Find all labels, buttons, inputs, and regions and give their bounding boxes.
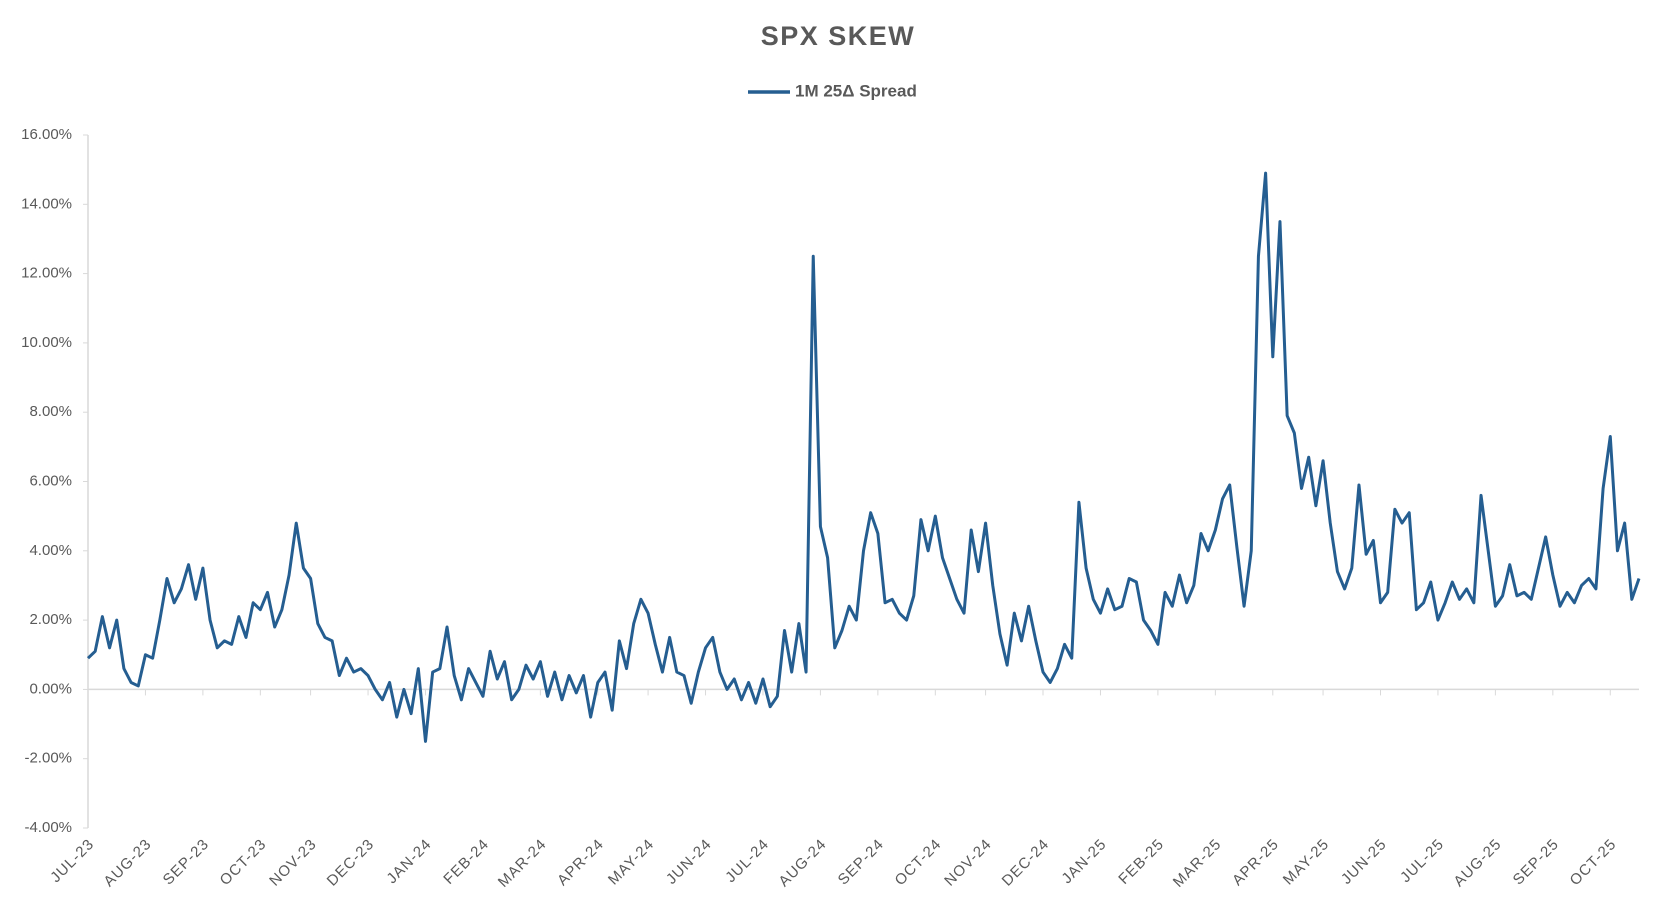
x-tick-label: DEC-23 [324,836,378,890]
y-tick-label: 4.00% [29,542,72,559]
x-tick-label: AUG-23 [100,836,155,891]
x-tick-label: OCT-23 [217,836,270,889]
x-tick-label: JUL-23 [47,836,97,886]
x-tick-label: OCT-25 [1567,836,1620,889]
y-tick-label: 0.00% [29,680,72,697]
x-tick-label: JUL-25 [1397,836,1447,886]
x-tick-label: MAY-25 [1280,836,1333,889]
y-tick-label: 16.00% [21,126,72,143]
x-tick-label: SEP-23 [160,836,213,889]
x-tick-label: OCT-24 [892,836,945,889]
x-tick-label: FEB-25 [1115,836,1167,888]
x-tick-label: NOV-24 [941,836,995,890]
series-line [86,171,1641,743]
x-tick-label: FEB-24 [440,836,492,888]
x-tick-label: AUG-24 [775,836,830,891]
y-tick-label: 8.00% [29,403,72,420]
chart-title: SPX SKEW [761,21,916,51]
x-tick-label: SEP-25 [1510,836,1563,889]
y-tick-label: 6.00% [29,472,72,489]
y-tick-label: 2.00% [29,611,72,628]
x-tick-label: DEC-24 [999,836,1053,890]
y-tick-label: 10.00% [21,334,72,351]
x-tick-label: AUG-25 [1450,836,1505,891]
x-tick-label: APR-24 [554,836,607,889]
y-tick-label: -4.00% [24,819,72,836]
x-tick-label: MAY-24 [605,836,658,889]
x-tick-label: JUN-25 [1338,836,1390,888]
x-tick-label: JUL-24 [722,836,772,886]
x-tick-label: NOV-23 [266,836,320,890]
y-tick-label: -2.00% [24,750,72,767]
x-tick-label: SEP-24 [835,836,888,889]
y-tick-label: 14.00% [21,195,72,212]
x-tick-label: JAN-24 [383,836,435,888]
x-tick-label: JAN-25 [1058,836,1110,888]
x-tick-label: JUN-24 [663,836,715,888]
x-tick-label: APR-25 [1229,836,1282,889]
x-tick-label: MAR-25 [1170,836,1225,891]
legend-text: 1M 25Δ Spread [795,81,917,100]
y-tick-label: 12.00% [21,265,72,282]
x-tick-label: MAR-24 [495,836,550,891]
